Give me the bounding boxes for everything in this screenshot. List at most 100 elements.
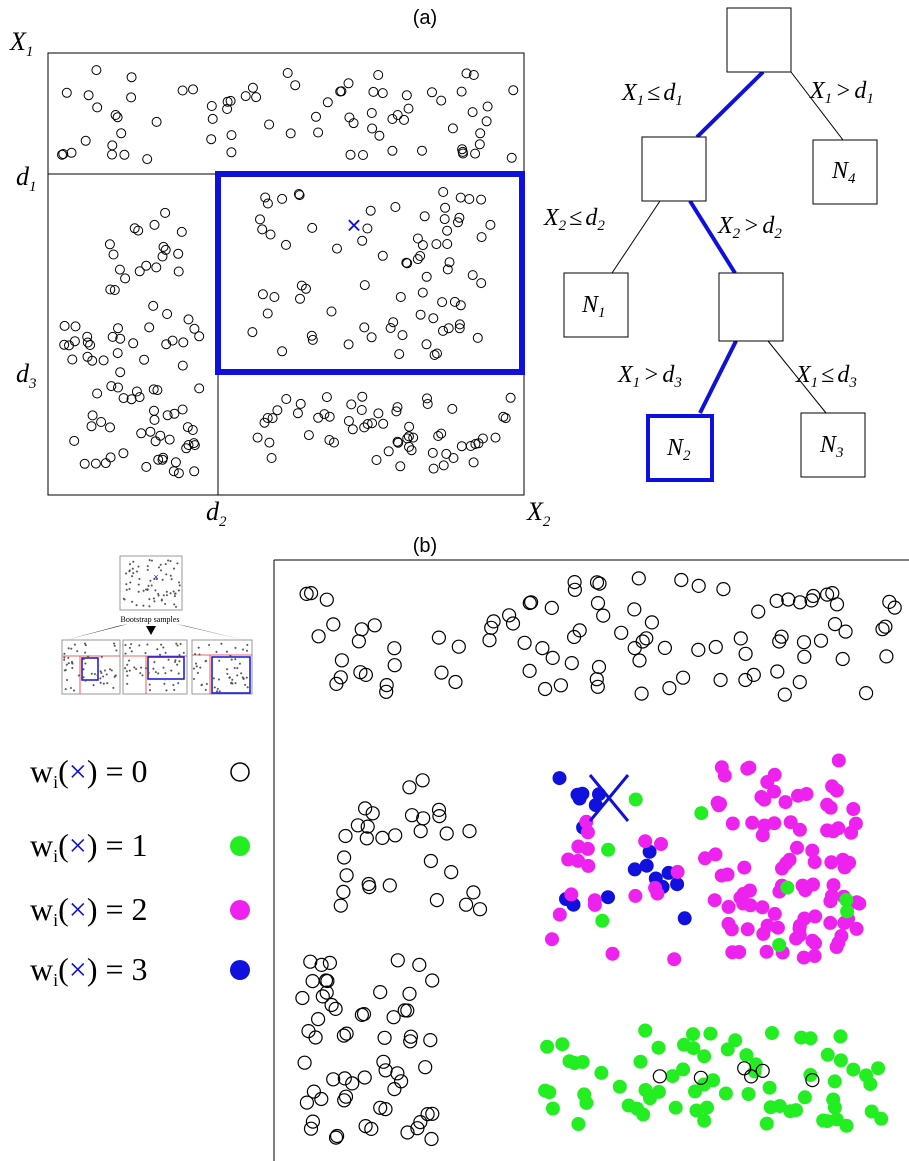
scatter-point (164, 434, 175, 445)
weight-0-point (326, 617, 341, 632)
scatter-point (404, 441, 414, 452)
weight-0-point (353, 665, 368, 680)
weight-1-point (594, 1065, 609, 1080)
scatter-point (113, 323, 123, 334)
thumb-point (126, 663, 129, 666)
scatter-point (266, 453, 277, 463)
weight-0-point (412, 957, 427, 973)
scatter-point (343, 78, 354, 89)
panel-b-label: (b) (413, 535, 437, 557)
scatter-point (259, 417, 270, 428)
weight-legend: wi(×) = 0 wi(×) = 1 wi(×) = 2 wi(×) = 3 (30, 753, 250, 990)
weight-0-point (305, 1114, 320, 1129)
thumb-point (245, 676, 248, 679)
thumb-point (169, 559, 172, 563)
scatter-point (436, 428, 447, 439)
tree-edge-n-left (611, 200, 661, 274)
weight-0-point (356, 1006, 372, 1022)
weight-3-point (639, 858, 654, 873)
thumb-point (130, 650, 133, 653)
thumb-point (179, 642, 182, 646)
scatter-point (115, 333, 126, 344)
scatter-point (148, 300, 159, 311)
weight-1-point (686, 1041, 701, 1056)
edge-label-x1-gt-d3: X1 > d3 (617, 362, 682, 391)
thumb-point (124, 572, 128, 575)
weight-2-point (842, 855, 857, 870)
weight-3-point (601, 890, 615, 905)
scatter-point (91, 65, 102, 76)
weight-0-point (364, 1121, 379, 1137)
thumb-point (244, 683, 247, 686)
weight-0-point (792, 674, 807, 690)
scatter-point (295, 398, 306, 409)
thumb-point (125, 588, 128, 591)
scatter-point (321, 392, 332, 403)
thumb-point (150, 559, 153, 562)
thumb-point (245, 649, 249, 652)
scatter-point (59, 320, 70, 331)
scatter-point (468, 457, 479, 468)
thumb-point (200, 683, 203, 686)
weight-0-point (614, 625, 629, 640)
scatter-point (447, 123, 458, 134)
thumb-point (93, 673, 96, 676)
weight-2-point (638, 834, 653, 849)
scatter-point (422, 399, 433, 409)
scatter-point (160, 244, 171, 255)
weight-1-point (762, 1080, 777, 1095)
scatter-point (96, 417, 107, 427)
thumb-point (176, 663, 179, 666)
scatter-point (356, 405, 367, 415)
thumb-point (178, 677, 182, 680)
weight-0-point (781, 592, 796, 607)
thumb-point (84, 644, 87, 647)
thumb-point (135, 667, 138, 671)
thumb-point (213, 686, 216, 689)
weight-2-point (846, 802, 861, 816)
weight-1-point (628, 792, 643, 807)
scatter-point (391, 406, 402, 417)
tree-node-N1 (563, 272, 629, 338)
weight-2-point (767, 767, 782, 782)
weight-2-point (564, 887, 579, 902)
weight-0-point (337, 1071, 352, 1086)
weight-0-point (418, 1060, 433, 1075)
scatter-point (173, 248, 184, 259)
thumb-point (96, 674, 99, 677)
weight-2-point (721, 899, 736, 914)
thumb-point (242, 677, 245, 680)
weight-2-point (767, 816, 782, 831)
weight-0-point (792, 595, 808, 610)
weight-0-point (431, 802, 447, 818)
thumb-point (113, 642, 116, 645)
scatter-point (292, 408, 303, 419)
thumb-point (164, 672, 167, 675)
weight-0-point (806, 588, 821, 604)
thumb-point (142, 604, 145, 607)
scatter-point (177, 404, 188, 415)
weight-2-point (799, 787, 814, 801)
weight-0-point (589, 672, 604, 687)
weight-1-point (863, 1077, 878, 1092)
weight-0-point (423, 1032, 438, 1048)
sample-1-region (81, 657, 99, 681)
scatter-point (367, 418, 378, 429)
weight-2-point (849, 921, 864, 936)
weight-0-point (545, 650, 560, 666)
weight-2-point (654, 837, 668, 851)
scatter-point (264, 437, 275, 448)
weight-1-point (741, 1087, 756, 1101)
scatter-point (367, 123, 378, 134)
weight-1-point (545, 1101, 560, 1116)
scatter-point (415, 251, 426, 261)
thumb-point (182, 651, 185, 654)
thumb-point (137, 590, 140, 593)
weight-2-point (783, 815, 798, 830)
weight-0-point (572, 623, 587, 638)
weight-0-point (535, 640, 550, 656)
scatter-point (428, 463, 439, 474)
thumb-point (72, 689, 76, 692)
weight-0-point (358, 801, 373, 816)
weight-0-point (639, 631, 654, 646)
